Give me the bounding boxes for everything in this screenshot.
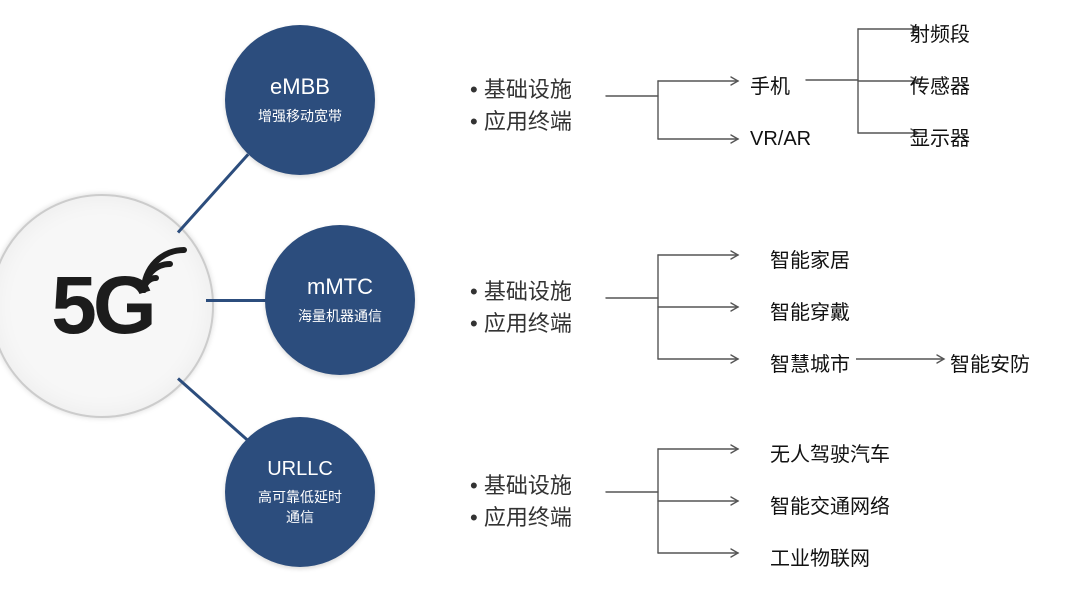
node-embb: eMBB 增强移动宽带 xyxy=(225,25,375,175)
arrow xyxy=(856,351,954,367)
hub-label: 5G xyxy=(51,259,152,353)
node-title: mMTC xyxy=(307,274,373,300)
node-subtitle: 高可靠低延时 通信 xyxy=(258,487,342,527)
signal-icon xyxy=(140,244,190,294)
leaf-label: 显示器 xyxy=(910,122,970,151)
leaf-label: 无人驾驶汽车 xyxy=(770,438,890,467)
bracket xyxy=(598,61,768,159)
bullet-list: 基础设施应用终端 xyxy=(470,470,572,534)
bullet-list: 基础设施应用终端 xyxy=(470,276,572,340)
bracket xyxy=(598,429,768,573)
leaf-label: 智能安防 xyxy=(950,348,1030,377)
bullet-item: 应用终端 xyxy=(470,308,572,340)
leaf-label: 手机 xyxy=(750,70,790,99)
hub-connector xyxy=(177,377,249,441)
bullet-item: 基础设施 xyxy=(470,74,572,106)
bullet-item: 应用终端 xyxy=(470,106,572,138)
leaf-label: 智慧城市 xyxy=(770,348,850,377)
node-subtitle: 增强移动宽带 xyxy=(258,106,342,126)
leaf-label: 工业物联网 xyxy=(770,542,870,571)
node-title: eMBB xyxy=(270,74,330,100)
hub-connector xyxy=(177,153,249,233)
node-title: URLLC xyxy=(267,458,333,481)
hub-connector xyxy=(206,299,266,302)
bullet-item: 基础设施 xyxy=(470,276,572,308)
leaf-label: 智能穿戴 xyxy=(770,296,850,325)
bullet-item: 基础设施 xyxy=(470,470,572,502)
diagram-stage: 5G eMBB 增强移动宽带 mMTC 海量机器通信 URLLC 高可靠低延时 通信 基础… xyxy=(0,0,1080,608)
leaf-label: 射频段 xyxy=(910,18,970,47)
bullet-list: 基础设施应用终端 xyxy=(470,74,572,138)
leaf-label: VR/AR xyxy=(750,128,811,151)
leaf-label: 智能家居 xyxy=(770,244,850,273)
node-urllc: URLLC 高可靠低延时 通信 xyxy=(225,417,375,567)
leaf-label: 智能交通网络 xyxy=(770,490,890,519)
node-mmtc: mMTC 海量机器通信 xyxy=(265,225,415,375)
bullet-item: 应用终端 xyxy=(470,502,572,534)
node-subtitle: 海量机器通信 xyxy=(298,306,382,326)
bracket xyxy=(598,235,768,379)
leaf-label: 传感器 xyxy=(910,70,970,99)
